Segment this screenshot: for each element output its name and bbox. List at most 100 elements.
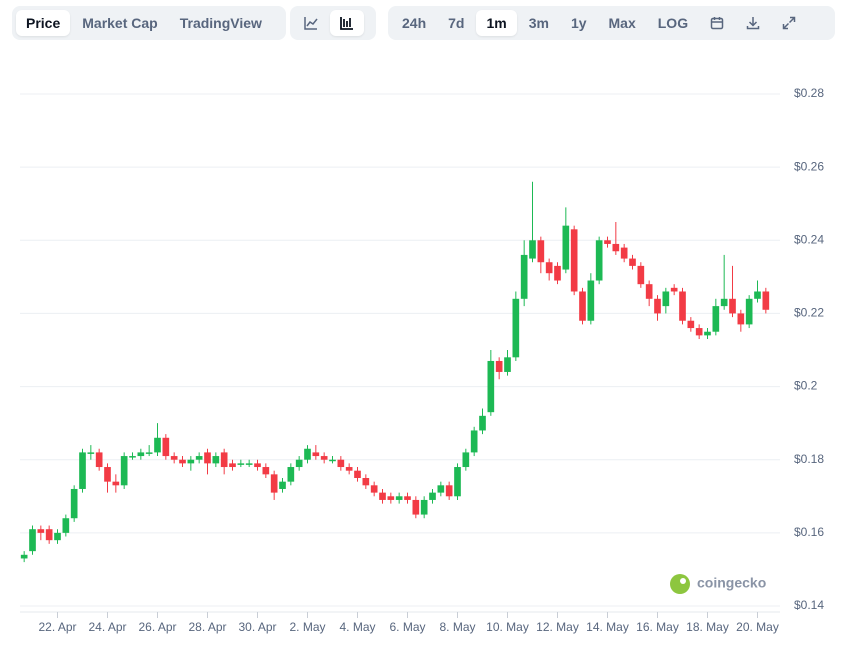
candle-body [137, 452, 145, 457]
candle-body [470, 430, 478, 453]
candle-body [112, 481, 120, 486]
candle-body [304, 448, 311, 460]
candle-body [720, 298, 728, 307]
range-group: 24h 7d 1m 3m 1y Max LOG [388, 6, 835, 40]
candle-body [595, 240, 603, 281]
candle-body [604, 240, 611, 244]
x-tick-label: 30. Apr [238, 620, 276, 634]
candle-body [129, 456, 136, 458]
candle-body [654, 298, 661, 314]
candle-body [695, 328, 703, 336]
candle-body [54, 532, 61, 541]
range-button[interactable]: 3m [528, 15, 549, 31]
candle-body [529, 240, 536, 259]
candle-body [454, 467, 461, 497]
range-button[interactable]: 7d [448, 15, 465, 31]
candle-chart-button[interactable] [330, 10, 364, 36]
candle-body [262, 467, 270, 475]
candle-body [754, 291, 761, 299]
candle-body [362, 478, 370, 486]
candle-body [337, 459, 345, 468]
candle-body [495, 360, 503, 372]
candle-body [637, 265, 645, 285]
candle-body [512, 298, 520, 358]
candle-body [729, 298, 736, 314]
x-tick-label: 10. May [486, 620, 529, 634]
candle-body [179, 459, 186, 464]
candle-body [520, 254, 528, 299]
tab[interactable]: Price [16, 10, 71, 36]
candle-body [245, 463, 253, 465]
candle-body [212, 456, 220, 464]
candle-body [437, 485, 445, 493]
candle-body [395, 496, 403, 500]
y-tick-label: $0.22 [794, 306, 824, 320]
x-tick-label: 6. May [389, 620, 425, 634]
candle-body [670, 287, 678, 292]
y-tick-label: $0.28 [794, 86, 824, 100]
range-button[interactable]: Max [608, 15, 636, 31]
y-tick-label: $0.18 [794, 452, 824, 466]
tab[interactable]: Market Cap [82, 15, 158, 31]
candle-body [345, 467, 353, 471]
line-chart-button[interactable] [294, 10, 328, 36]
y-tick-label: $0.16 [794, 525, 824, 539]
range-button[interactable]: 1y [570, 15, 587, 31]
x-tick-label: 28. Apr [188, 620, 226, 634]
candle-body [504, 357, 511, 372]
candle-body [279, 481, 286, 489]
candle-body [537, 240, 545, 263]
candle-body [554, 265, 561, 281]
calendar-icon [710, 17, 724, 30]
candle-body [645, 284, 653, 299]
x-tick-label: 8. May [439, 620, 475, 634]
candle-icon [340, 17, 353, 30]
candle-body [679, 291, 686, 321]
candle-body [29, 529, 36, 552]
download-button[interactable] [736, 10, 770, 36]
candle-body [312, 452, 320, 457]
candle-body [162, 437, 170, 457]
candle-body [237, 463, 245, 465]
candle-body [20, 554, 28, 559]
candle-body [220, 452, 228, 468]
x-tick-label: 12. May [536, 620, 579, 634]
candle-body [204, 452, 211, 464]
calendar-button[interactable] [700, 10, 734, 36]
fullscreen-button[interactable] [772, 10, 806, 36]
candle-body [487, 360, 495, 413]
range-button[interactable]: 24h [402, 15, 427, 31]
candle-body [329, 459, 336, 462]
candle-body [145, 452, 153, 454]
candle-body [95, 452, 103, 468]
candle-body [37, 529, 45, 533]
x-tick-label: 24. Apr [88, 620, 126, 634]
y-tick-label: $0.24 [794, 232, 824, 246]
x-tick-label: 22. Apr [38, 620, 76, 634]
expand-icon [782, 16, 796, 30]
range-button[interactable]: 1m [476, 10, 517, 36]
candle-body [612, 243, 620, 252]
x-tick-label: 16. May [636, 620, 679, 634]
candle-body [354, 470, 361, 478]
candle-body [404, 496, 411, 500]
x-tick-label: 26. Apr [138, 620, 176, 634]
candle-body [429, 492, 436, 500]
candle-body [587, 280, 595, 321]
candle-body [445, 485, 453, 497]
candle-body [45, 529, 53, 541]
candle-body [87, 452, 95, 454]
candle-body [687, 320, 695, 329]
tab[interactable]: TradingView [179, 15, 262, 31]
candle-body [745, 298, 753, 325]
y-tick-label: $0.26 [794, 159, 824, 173]
candle-body [412, 499, 420, 515]
candle-body [629, 258, 636, 266]
range-button[interactable]: LOG [657, 15, 689, 31]
candle-body [120, 456, 128, 486]
x-tick-label: 14. May [586, 620, 629, 634]
candle-body [287, 467, 295, 482]
candle-body [570, 229, 578, 292]
